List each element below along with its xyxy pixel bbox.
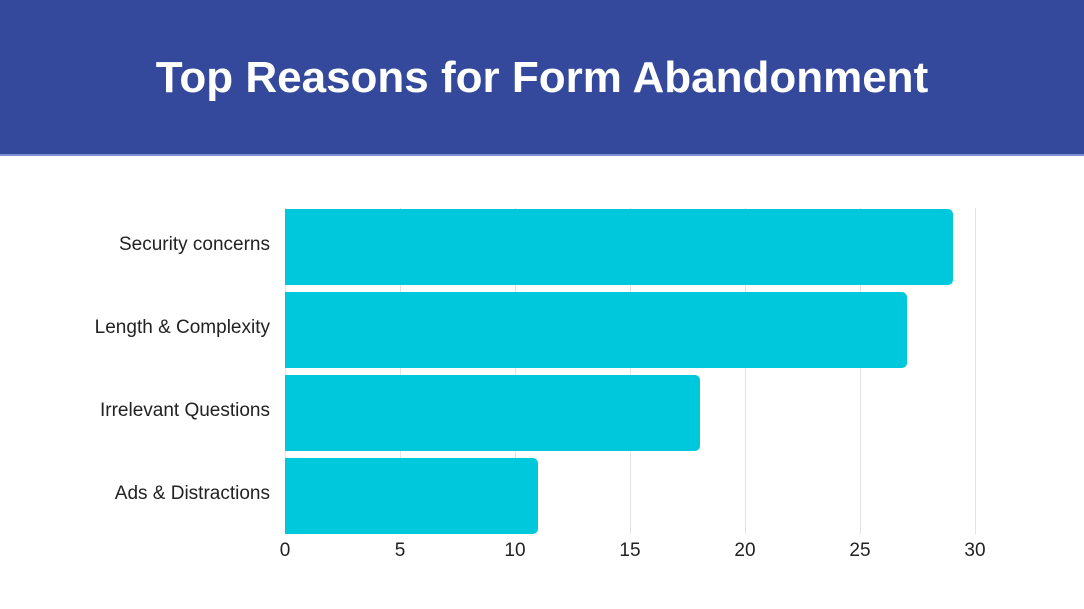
bar-ads-distractions [285,458,538,534]
gridline [515,208,516,534]
gridline [400,208,401,534]
category-label: Length & Complexity [94,317,270,338]
gridline [975,208,976,534]
gridline [285,208,286,534]
chart-title: Top Reasons for Form Abandonment [155,53,929,102]
category-label: Ads & Distractions [114,483,270,504]
bar-security-concerns [285,209,953,285]
x-tick: 15 [619,540,641,561]
x-tick: 30 [964,540,986,561]
x-tick: 20 [734,540,756,561]
x-tick: 10 [504,540,526,561]
gridline [745,208,746,534]
category-label: Security concerns [118,234,270,255]
category-label: Irrelevant Questions [99,400,270,421]
gridline [860,208,861,534]
x-tick: 5 [394,540,406,561]
bar-length-complexity [285,292,907,368]
gridline [630,208,631,534]
bar-irrelevant-questions [285,375,700,451]
x-tick: 0 [279,540,291,561]
title-banner: Top Reasons for Form Abandonment [0,0,1084,156]
x-tick: 25 [849,540,871,561]
plot-area [285,208,976,534]
